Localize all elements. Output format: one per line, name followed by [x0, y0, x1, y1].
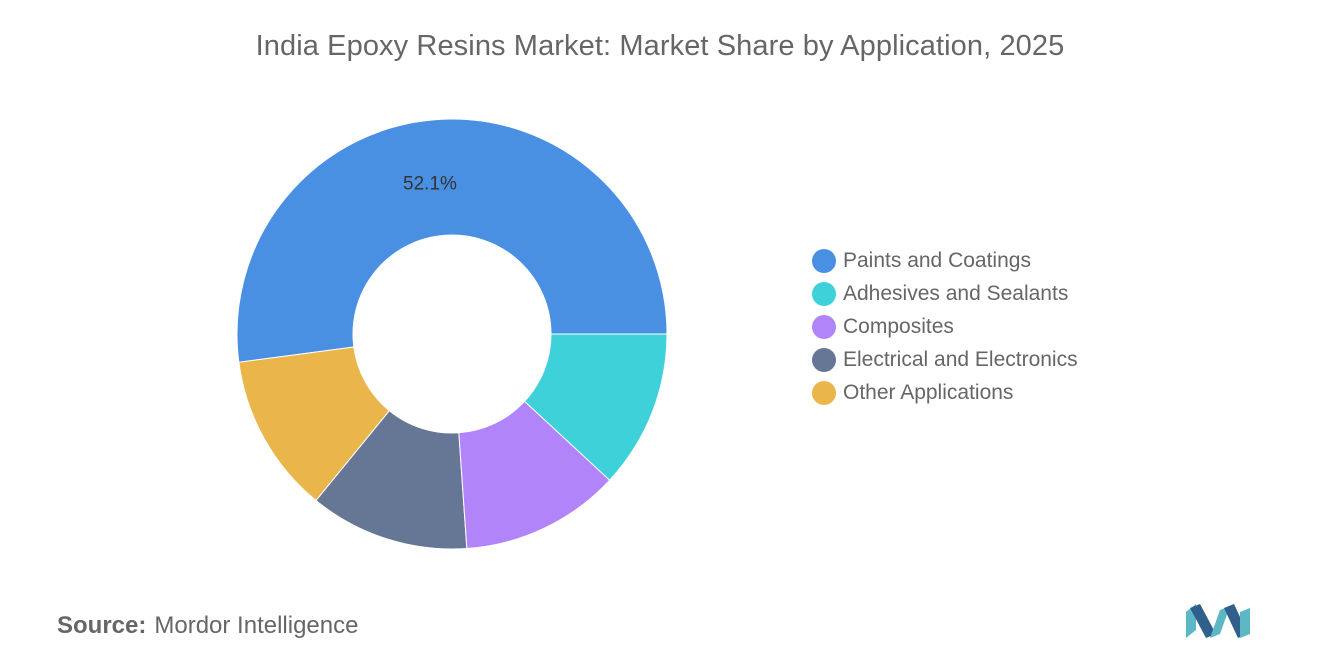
data-label-paints-and-coatings: 52.1%: [403, 173, 457, 194]
slice-paints-and-coatings: [236, 118, 668, 363]
source-value: Mordor Intelligence: [154, 612, 359, 639]
legend-label: Electrical and Electronics: [843, 347, 1078, 371]
legend-label: Adhesives and Sealants: [843, 281, 1069, 305]
chart-title: India Epoxy Resins Market: Market Share …: [255, 30, 1065, 62]
data-labels: 52.1%: [403, 173, 457, 194]
legend-swatch-icon: [812, 380, 836, 405]
legend-label: Other Applications: [843, 380, 1014, 404]
legend-item-adhesives-and-sealants: Adhesives and Sealants: [812, 277, 1078, 310]
legend-swatch-icon: [812, 347, 836, 372]
legend-swatch-icon: [812, 314, 836, 339]
source-label: Source:: [57, 612, 147, 639]
legend-item-other-applications: Other Applications: [812, 376, 1078, 409]
donut-slices: [236, 118, 668, 550]
legend-item-paints-and-coatings: Paints and Coatings: [812, 244, 1078, 277]
legend-swatch-icon: [812, 248, 836, 273]
source-note: Source: Mordor Intelligence: [57, 612, 358, 640]
legend-label: Composites: [843, 314, 954, 338]
legend-item-electrical-and-electronics: Electrical and Electronics: [812, 343, 1078, 376]
legend-label: Paints and Coatings: [843, 248, 1031, 272]
slice-adhesives-and-sealants: [523, 333, 668, 481]
legend-swatch-icon: [812, 281, 836, 306]
mordor-logo-icon: [1186, 604, 1250, 638]
chart-legend: Paints and Coatings Adhesives and Sealant…: [812, 244, 1078, 409]
legend-item-composites: Composites: [812, 310, 1078, 343]
